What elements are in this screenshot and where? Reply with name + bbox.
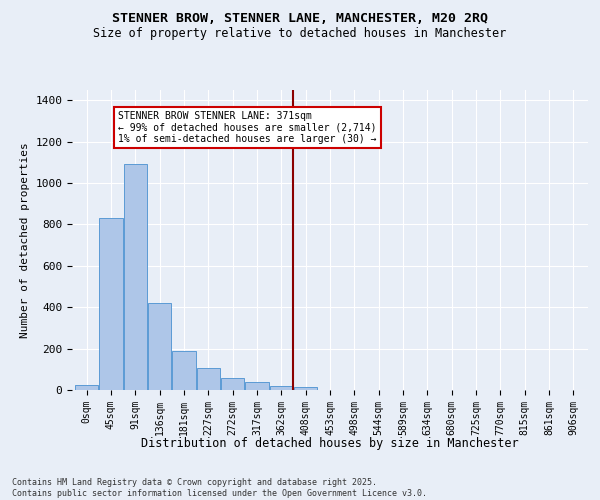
Bar <box>197 368 220 390</box>
Text: Contains HM Land Registry data © Crown copyright and database right 2025.
Contai: Contains HM Land Registry data © Crown c… <box>12 478 427 498</box>
Bar <box>270 386 293 390</box>
Bar <box>75 385 98 390</box>
Text: STENNER BROW, STENNER LANE, MANCHESTER, M20 2RQ: STENNER BROW, STENNER LANE, MANCHESTER, … <box>112 12 488 26</box>
Text: Distribution of detached houses by size in Manchester: Distribution of detached houses by size … <box>141 438 519 450</box>
Bar <box>172 350 196 390</box>
Bar <box>294 388 317 390</box>
Bar <box>148 303 171 390</box>
Bar <box>221 378 244 390</box>
Text: Size of property relative to detached houses in Manchester: Size of property relative to detached ho… <box>94 28 506 40</box>
Text: STENNER BROW STENNER LANE: 371sqm
← 99% of detached houses are smaller (2,714)
1: STENNER BROW STENNER LANE: 371sqm ← 99% … <box>118 110 377 144</box>
Bar <box>124 164 147 390</box>
Bar <box>100 218 122 390</box>
Y-axis label: Number of detached properties: Number of detached properties <box>20 142 30 338</box>
Bar <box>245 382 269 390</box>
